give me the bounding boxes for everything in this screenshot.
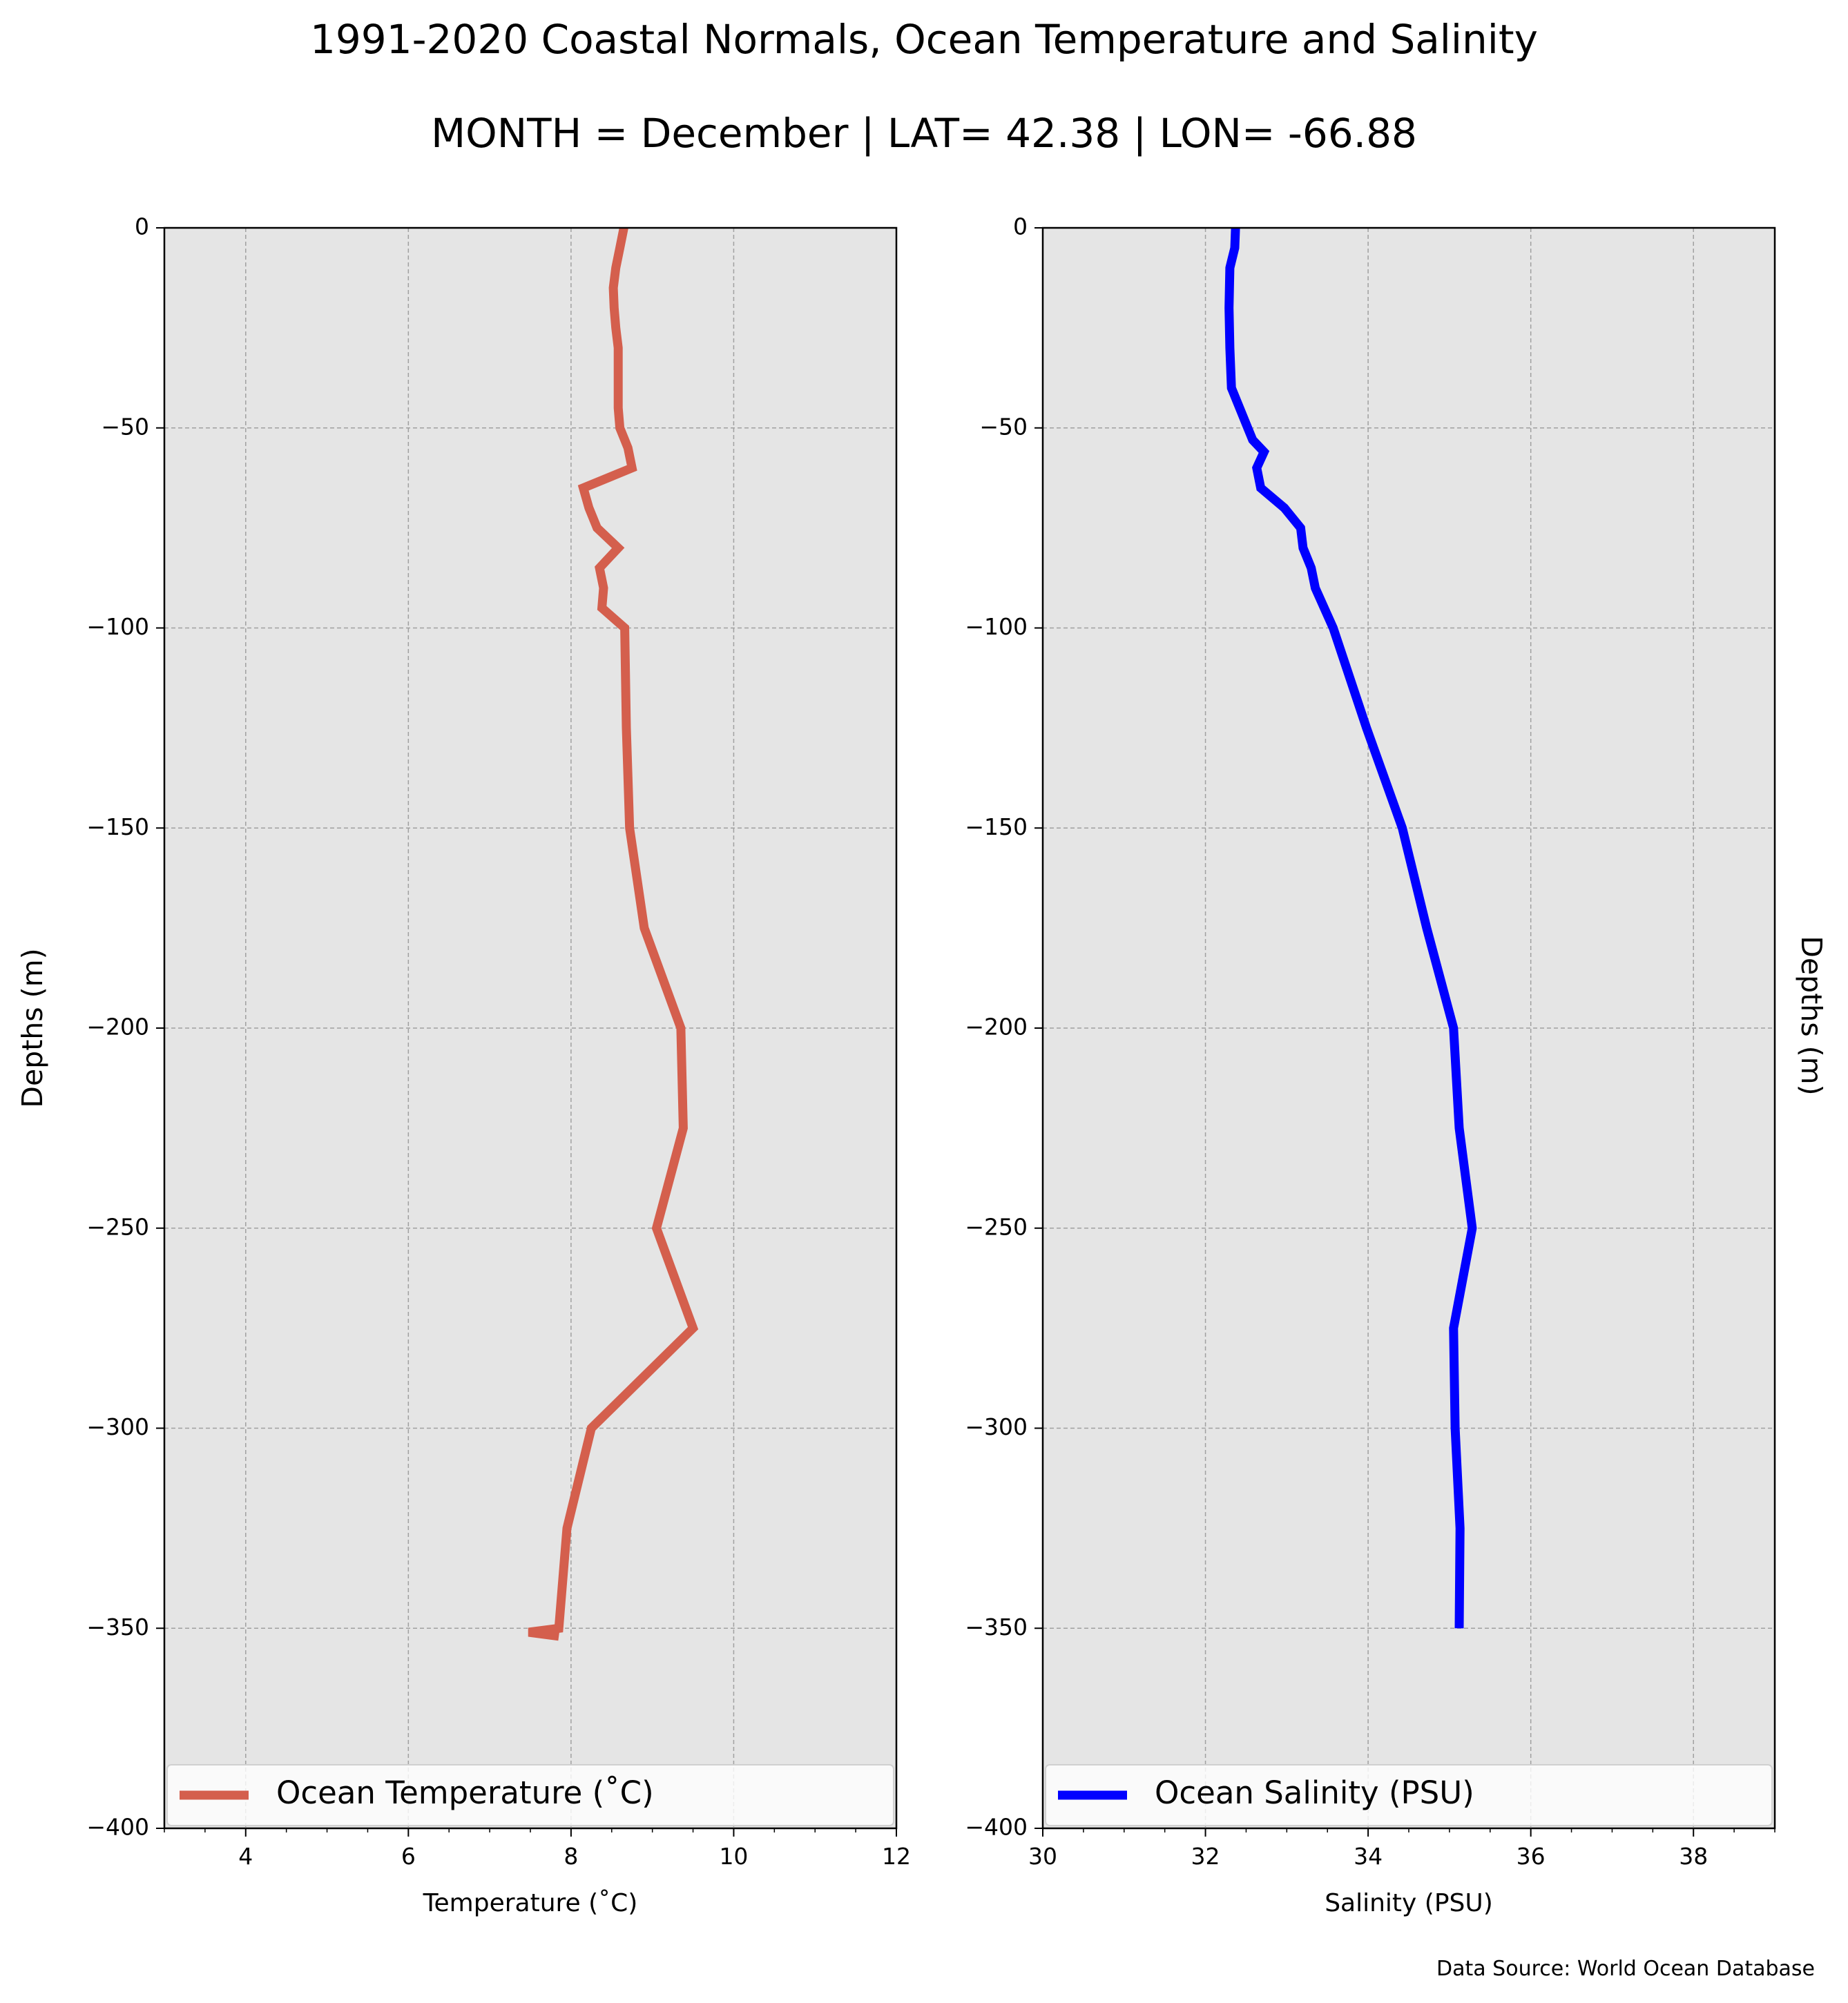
y-tick-label: 0	[135, 213, 149, 240]
legend-box	[166, 1764, 894, 1826]
x-tick-label: 12	[882, 1843, 911, 1870]
legend-box	[1045, 1764, 1773, 1826]
x-axis-label: Salinity (PSU)	[1325, 1889, 1493, 1917]
salinity-panel: 30 32 34 36 38 0 −50 −100 −150 −200 −250 −300 −350 −4…	[965, 213, 1776, 1917]
y-tick-label: −300	[965, 1413, 1028, 1440]
y-tick-label: −300	[86, 1413, 149, 1440]
y-tick-label: −350	[86, 1614, 149, 1641]
x-tick-label: 4	[238, 1843, 253, 1870]
y-tick-label: −150	[86, 813, 149, 840]
series-line-salinity	[1224, 227, 1477, 1629]
y-tick-label: −200	[965, 1014, 1028, 1041]
y-tick-label: −150	[965, 813, 1028, 840]
right-depth-axis-label: Depths (m)	[1795, 936, 1828, 1095]
x-tick-label: 36	[1517, 1843, 1546, 1870]
data-source-note: Data Source: World Ocean Database	[1436, 1957, 1815, 1981]
page-title: 1991-2020 Coastal Normals, Ocean Tempera…	[310, 16, 1538, 63]
legend-label: Ocean Temperature (˚C)	[276, 1774, 654, 1811]
x-tick-label: 34	[1354, 1843, 1383, 1870]
series-line-temperature	[528, 226, 699, 1641]
legend: Ocean Temperature (˚C)	[166, 1764, 894, 1826]
legend-label: Ocean Salinity (PSU)	[1155, 1774, 1474, 1811]
x-tick-label: 32	[1191, 1843, 1220, 1870]
page-subtitle: MONTH = December | LAT= 42.38 | LON= -66…	[431, 110, 1417, 157]
y-tick-label: −400	[86, 1814, 149, 1841]
y-tick-label: −400	[965, 1814, 1028, 1841]
y-tick-label: −50	[101, 413, 149, 440]
y-tick-label: −350	[965, 1614, 1028, 1641]
x-tick-label: 38	[1679, 1843, 1708, 1870]
x-tick-label: 10	[719, 1843, 748, 1870]
y-tick-label: −250	[965, 1213, 1028, 1240]
x-tick-label: 30	[1028, 1843, 1057, 1870]
y-tick-label: −100	[86, 613, 149, 640]
y-tick-label: −50	[979, 413, 1028, 440]
y-tick-label: 0	[1013, 213, 1028, 240]
x-tick-label: 8	[564, 1843, 578, 1870]
y-axis-label: Depths (m)	[16, 948, 49, 1107]
y-tick-label: −250	[86, 1213, 149, 1240]
legend: Ocean Salinity (PSU)	[1045, 1764, 1773, 1826]
y-tick-label: −200	[86, 1014, 149, 1041]
temperature-panel: 4 6 8 10 12 0 −50 −100 −150 −200 −250 −300 −350 −400 T…	[16, 213, 911, 1918]
x-axis-label: Temperature (˚C)	[423, 1889, 638, 1917]
x-tick-label: 6	[401, 1843, 416, 1870]
y-tick-label: −100	[965, 613, 1028, 640]
